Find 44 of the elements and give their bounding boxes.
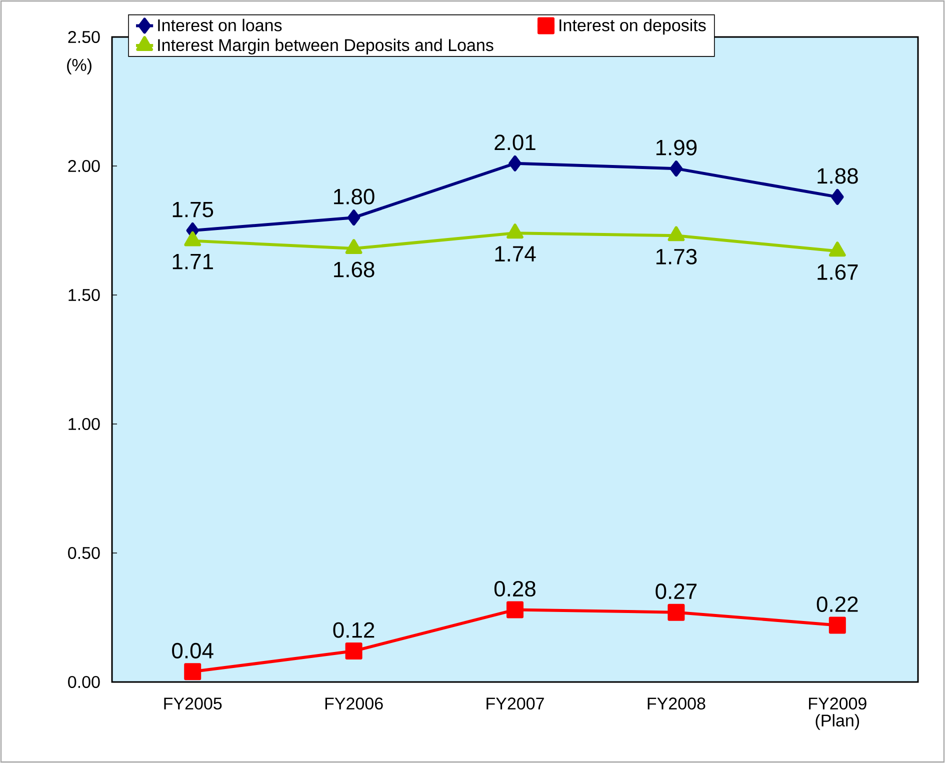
point (828, 616, 846, 634)
point (345, 239, 362, 254)
data-label: 1.71 (172, 254, 213, 270)
x-tick-label: FY2005 (164, 698, 222, 710)
data-label: 1.75 (172, 202, 214, 218)
x-tick-label: FY2009 (Plan) (809, 698, 866, 730)
x-tick-label: FY2007 (486, 698, 544, 710)
data-label: 0.12 (333, 622, 374, 638)
data-label: 2.01 (494, 134, 536, 150)
point (345, 642, 362, 660)
data-label: 1.99 (656, 140, 697, 156)
y-tick-label: 1.00 (68, 418, 100, 430)
data-label: 0.28 (494, 580, 536, 597)
point (506, 601, 524, 618)
y-axis-title: (%) (67, 58, 92, 74)
data-label: 1.68 (334, 262, 374, 278)
y-tick-label: 1.50 (68, 288, 100, 302)
data-label: 1.67 (818, 264, 858, 280)
data-label: 1.80 (334, 188, 374, 204)
data-label: 0.04 (172, 642, 214, 658)
legend-label: Interest on deposits (560, 18, 706, 35)
point (184, 231, 202, 246)
point (831, 188, 844, 205)
y-tick-label: 2.00 (68, 160, 100, 172)
legend-label: Interest on loans (158, 18, 282, 32)
point (668, 226, 685, 242)
point (184, 663, 202, 680)
point (506, 224, 524, 239)
data-label: 0.22 (816, 596, 858, 612)
data-label: 1.73 (656, 248, 697, 264)
data-label: 0.27 (656, 584, 697, 600)
point (828, 242, 846, 257)
y-tick-label: 0.00 (68, 676, 100, 688)
data-label: 1.74 (495, 246, 536, 262)
data-label: 1.88 (818, 168, 858, 184)
point (668, 604, 685, 621)
x-tick-label: FY2006 (325, 698, 383, 710)
y-tick-label: 0.50 (68, 546, 100, 560)
x-tick-label: FY2008 (648, 698, 706, 710)
y-tick-label: 2.50 (68, 30, 100, 44)
point (508, 155, 522, 172)
point (670, 160, 683, 177)
point (347, 210, 360, 226)
legend-label: Interest Margin between Deposits and Loans (158, 38, 494, 54)
